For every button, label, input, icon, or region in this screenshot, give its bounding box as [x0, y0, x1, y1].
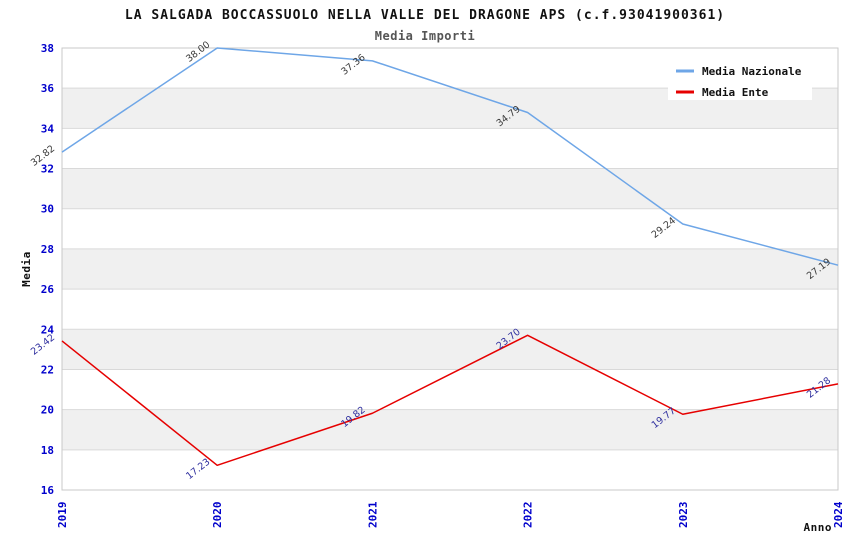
legend-label-media-nazionale: Media Nazionale [702, 65, 802, 78]
y-axis-title-group: Media [20, 251, 33, 287]
x-axis-title: Anno [804, 521, 833, 534]
y-tick-label: 22 [41, 363, 54, 376]
data-label: 17.23 [184, 457, 212, 482]
x-tick-label: 2022 [522, 502, 535, 529]
x-tick-label-group: 2023 [677, 502, 690, 529]
chart-title: LA SALGADA BOCCASSUOLO NELLA VALLE DEL D… [125, 8, 725, 23]
series-lines [61, 47, 839, 467]
x-tick-label: 2021 [366, 501, 379, 528]
plot-bands [62, 88, 838, 450]
x-tick-label: 2019 [56, 502, 69, 529]
plot-band [62, 409, 838, 450]
x-tick-label-group: 2024 [832, 501, 845, 528]
data-label-group: 17.23 [184, 457, 212, 482]
x-tick-label: 2023 [677, 502, 690, 529]
series-line [61, 334, 839, 467]
data-label: 37.36 [339, 52, 367, 77]
data-label: 21.28 [805, 375, 833, 400]
legend: Media Nazionale Media Ente [668, 54, 812, 100]
y-tick-label: 34 [41, 122, 55, 135]
y-tick-label: 26 [41, 283, 55, 296]
legend-label-media-ente: Media Ente [702, 86, 769, 99]
chart-subtitle: Media Importi [375, 29, 475, 43]
x-tick-label: 2020 [211, 502, 224, 529]
x-tick-label-group: 2019 [56, 502, 69, 529]
plot-frame [61, 47, 839, 491]
plot-band [62, 248, 838, 290]
x-tick-label-group: 2020 [211, 502, 224, 529]
data-label-group: 29.24 [650, 215, 678, 240]
y-tick-label: 24 [41, 323, 55, 336]
series-line [61, 47, 839, 266]
y-tick-label: 16 [41, 484, 55, 497]
y-tick-label: 32 [41, 163, 54, 176]
x-tick-label: 2024 [832, 501, 845, 528]
plot-band [62, 329, 838, 370]
y-tick-label: 30 [41, 203, 54, 216]
data-label-group: 21.28 [805, 375, 833, 400]
y-tick-label: 38 [41, 42, 54, 55]
data-label-group: 37.36 [339, 52, 367, 77]
y-tick-label: 20 [41, 404, 54, 417]
y-tick-label: 36 [41, 82, 55, 95]
y-axis-title: Media [20, 251, 33, 287]
data-label: 29.24 [650, 215, 678, 240]
y-tick-label: 28 [41, 243, 54, 256]
y-tick-label: 18 [41, 444, 54, 457]
x-tick-label-group: 2021 [366, 501, 379, 528]
plot-band [62, 168, 838, 209]
x-tick-label-group: 2022 [522, 502, 535, 529]
